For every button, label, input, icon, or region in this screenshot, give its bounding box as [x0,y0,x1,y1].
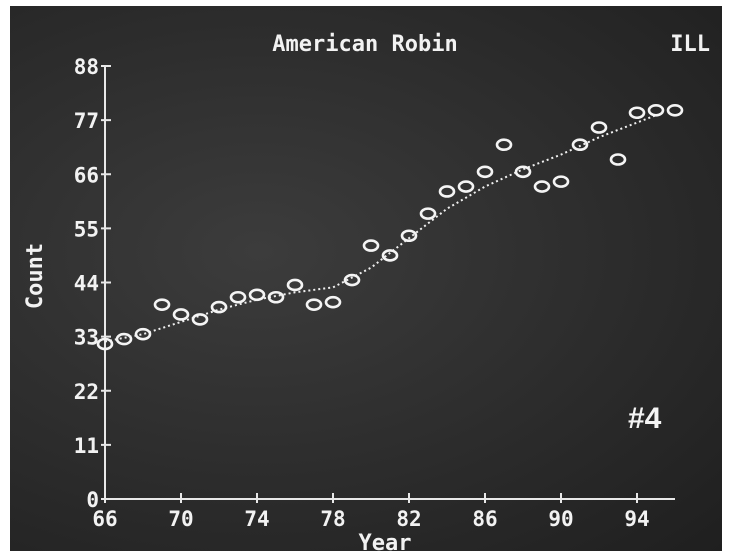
data-point [609,153,627,166]
y-tick-label: 0 [86,488,99,512]
region-label: ILL [670,32,710,57]
y-axis-label: Count [23,243,48,309]
data-point [495,138,513,152]
x-tick-label: 78 [320,507,345,531]
data-point [438,185,456,198]
y-tick-label: 22 [74,380,99,404]
x-axis: 66 70 74 78 82 86 90 94 [92,493,675,531]
chart-plot: American Robin ILL 0 11 22 33 44 55 66 77 88 66 7… [23,32,710,551]
x-tick-label: 70 [168,507,193,531]
data-point [305,298,323,311]
x-tick-label: 94 [624,507,649,531]
data-point [343,273,361,287]
data-point [134,327,152,341]
x-tick-label: 66 [92,507,117,531]
data-point [381,249,399,262]
data-point [666,103,684,117]
data-point [229,290,247,304]
data-point [476,165,494,179]
data-point [248,288,266,302]
y-tick-label: 11 [74,434,99,458]
chart-title: American Robin [272,32,457,57]
data-point [210,300,228,314]
data-point [96,337,114,351]
data-points [96,103,684,351]
data-point [571,138,589,152]
chart-screen: American Robin ILL 0 11 22 33 44 55 66 77 88 66 7… [10,6,722,551]
data-point [419,207,437,220]
y-tick-label: 66 [74,163,99,187]
chart-annotation: #4 [628,402,662,435]
data-point [533,180,551,193]
y-axis: 0 11 22 33 44 55 66 77 88 [74,55,111,512]
y-tick-label: 88 [74,55,99,79]
y-tick-label: 77 [74,109,99,133]
data-point [647,103,665,117]
data-point [400,229,418,243]
y-tick-label: 55 [74,217,99,241]
x-tick-label: 86 [472,507,497,531]
x-tick-label: 90 [548,507,573,531]
data-point [552,175,570,188]
data-point [457,180,475,193]
data-point [362,239,380,252]
data-point [286,278,304,292]
data-point [115,332,133,346]
data-point [267,290,285,304]
trend-line [104,114,657,343]
data-point [191,313,209,326]
data-point [324,295,342,309]
x-tick-label: 82 [396,507,421,531]
trend-line-path [104,114,657,343]
data-point [628,106,646,120]
data-point [514,165,532,179]
data-point [590,121,608,134]
x-axis-label: Year [359,531,412,551]
y-tick-label: 33 [74,326,99,350]
x-tick-label: 74 [244,507,269,531]
y-tick-label: 44 [74,272,99,296]
data-point [153,298,171,311]
data-point [172,308,190,321]
